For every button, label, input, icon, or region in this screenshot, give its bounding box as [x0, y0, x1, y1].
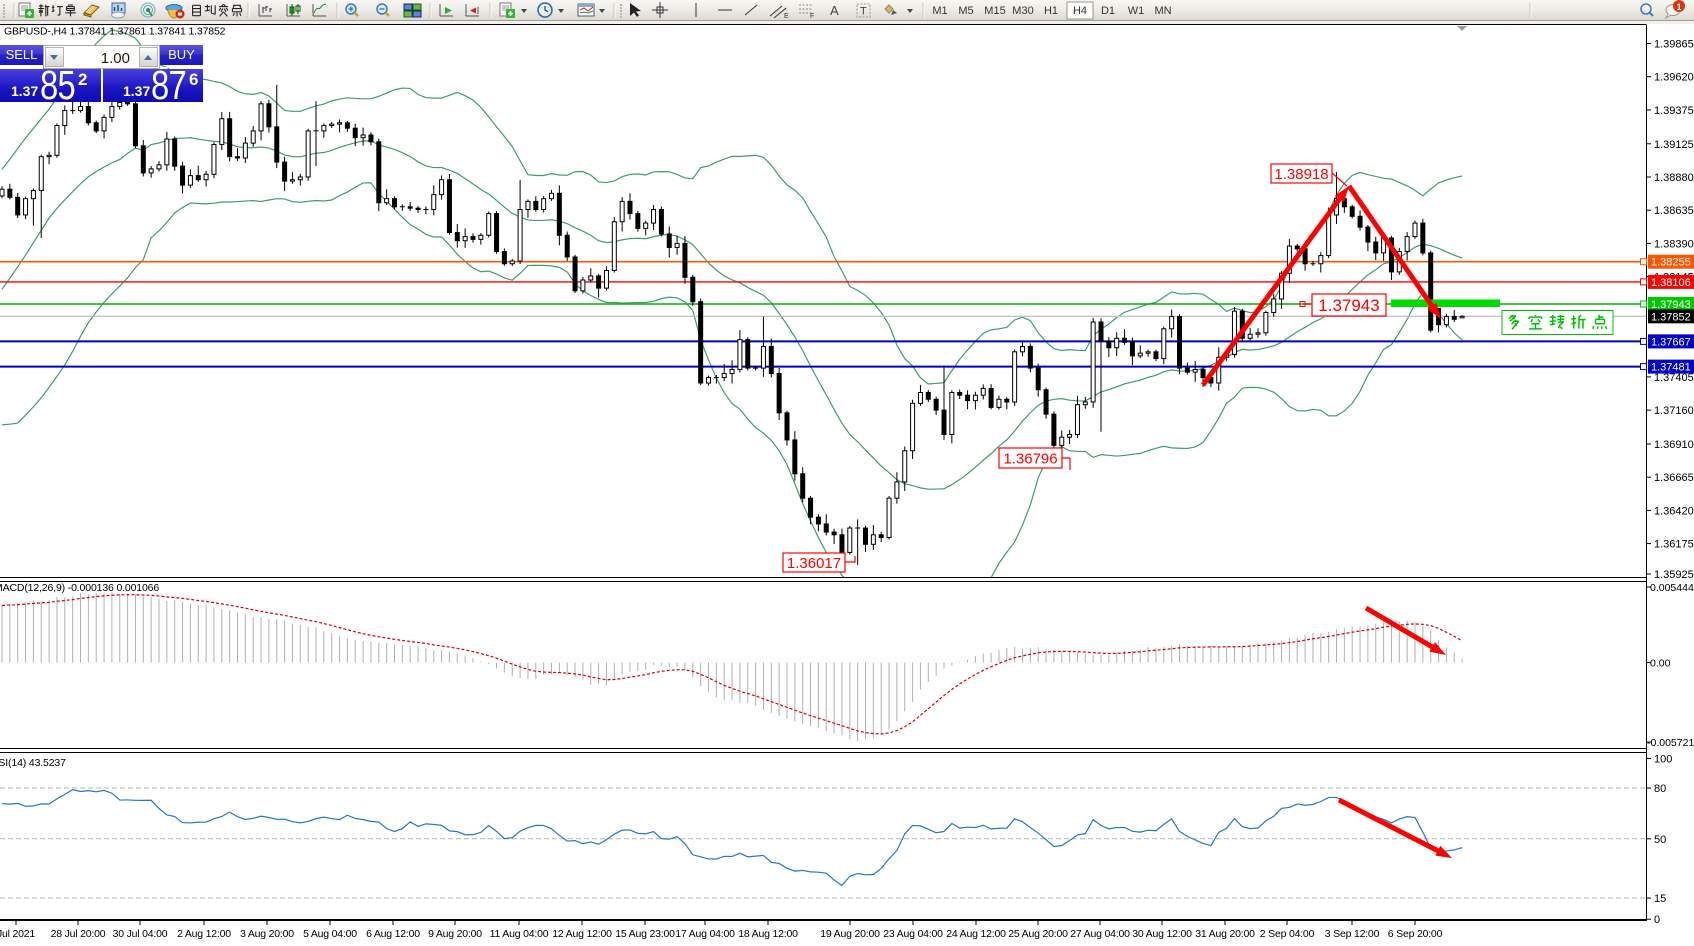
svg-text:1.38390: 1.38390 [1654, 238, 1694, 250]
svg-text:GBPUSD-,H4 1.37841 1.37861 1.: GBPUSD-,H4 1.37841 1.37861 1.37841 1.378… [4, 26, 226, 38]
svg-text:100: 100 [1654, 753, 1672, 765]
svg-text:17 Aug 04:00: 17 Aug 04:00 [675, 928, 735, 940]
svg-text:1.37481: 1.37481 [1651, 362, 1691, 374]
svg-text:19 Aug 20:00: 19 Aug 20:00 [820, 928, 880, 940]
svg-text:1.36420: 1.36420 [1654, 505, 1694, 517]
svg-text:1.35925: 1.35925 [1654, 569, 1694, 581]
svg-text:25 Aug 20:00: 25 Aug 20:00 [1008, 928, 1068, 940]
svg-text:3 Sep 12:00: 3 Sep 12:00 [1325, 928, 1380, 940]
svg-text:1.36910: 1.36910 [1654, 439, 1694, 451]
svg-text:1.39375: 1.39375 [1654, 105, 1694, 117]
svg-text:E: E [784, 13, 789, 20]
svg-text:-0.005721: -0.005721 [1647, 737, 1694, 749]
svg-text:30 Jul 04:00: 30 Jul 04:00 [113, 928, 168, 940]
svg-text:1.36175: 1.36175 [1654, 539, 1694, 551]
svg-text:1.38880: 1.38880 [1654, 172, 1694, 184]
svg-text:6 Sep 20:00: 6 Sep 20:00 [1388, 928, 1443, 940]
svg-text:24 Aug 12:00: 24 Aug 12:00 [946, 928, 1006, 940]
svg-text:1.36017: 1.36017 [787, 555, 841, 572]
svg-text:0.005444: 0.005444 [1650, 582, 1694, 594]
svg-text:5 Aug 04:00: 5 Aug 04:00 [303, 928, 357, 940]
svg-text:30 Aug 12:00: 30 Aug 12:00 [1132, 928, 1192, 940]
svg-text:1.37160: 1.37160 [1654, 405, 1694, 417]
svg-text:80: 80 [1654, 783, 1666, 795]
svg-text:3 Aug 20:00: 3 Aug 20:00 [240, 928, 294, 940]
svg-text:MN: MN [1154, 5, 1171, 17]
svg-text:31 Aug 20:00: 31 Aug 20:00 [1195, 928, 1255, 940]
svg-text:15 Aug 23:00: 15 Aug 23:00 [615, 928, 675, 940]
svg-text:M1: M1 [932, 5, 947, 17]
svg-text:27 Aug 04:00: 27 Aug 04:00 [1070, 928, 1130, 940]
svg-text:1.37667: 1.37667 [1651, 336, 1691, 348]
svg-text:0: 0 [1654, 914, 1660, 926]
svg-text:1.36665: 1.36665 [1654, 472, 1694, 484]
svg-text:1.39125: 1.39125 [1654, 139, 1694, 151]
svg-text:1.38635: 1.38635 [1654, 205, 1694, 217]
svg-text:A: A [830, 3, 839, 18]
svg-text:1.37405: 1.37405 [1654, 372, 1694, 384]
svg-text:2 Aug 12:00: 2 Aug 12:00 [177, 928, 231, 940]
svg-text:H4: H4 [1073, 5, 1087, 17]
svg-text:50: 50 [1654, 834, 1666, 846]
svg-text:H1: H1 [1044, 5, 1058, 17]
svg-text:D1: D1 [1101, 5, 1115, 17]
svg-text:1.38255: 1.38255 [1651, 257, 1691, 269]
svg-text:2 Sep 04:00: 2 Sep 04:00 [1260, 928, 1315, 940]
svg-text:23 Aug 04:00: 23 Aug 04:00 [883, 928, 943, 940]
svg-text:1.37943: 1.37943 [1318, 296, 1379, 315]
svg-text:18 Aug 12:00: 18 Aug 12:00 [738, 928, 798, 940]
svg-text:1: 1 [1676, 2, 1681, 12]
svg-text:1.38106: 1.38106 [1651, 277, 1691, 289]
svg-text:M5: M5 [958, 5, 973, 17]
svg-text:1.39865: 1.39865 [1654, 39, 1694, 51]
svg-text:15: 15 [1654, 893, 1666, 905]
svg-text:11 Aug 04:00: 11 Aug 04:00 [490, 928, 549, 940]
svg-text:1.38918: 1.38918 [1274, 166, 1328, 183]
svg-text:M30: M30 [1012, 5, 1033, 17]
svg-text:Jul 2021: Jul 2021 [0, 928, 35, 940]
svg-text:6 Aug 12:00: 6 Aug 12:00 [366, 928, 420, 940]
svg-text:M15: M15 [984, 5, 1005, 17]
svg-text:F: F [810, 13, 814, 20]
svg-text:28 Jul 20:00: 28 Jul 20:00 [51, 928, 106, 940]
svg-text:MACD(12,26,9) -0.000136 0.0010: MACD(12,26,9) -0.000136 0.001066 [0, 582, 159, 594]
svg-text:T: T [860, 6, 867, 18]
svg-text:1.37943: 1.37943 [1651, 299, 1691, 311]
svg-text:RSI(14) 43.5237: RSI(14) 43.5237 [0, 757, 66, 769]
svg-text:1.39620: 1.39620 [1654, 72, 1694, 84]
svg-text:12 Aug 12:00: 12 Aug 12:00 [552, 928, 612, 940]
svg-text:1.37852: 1.37852 [1651, 311, 1691, 323]
svg-text:W1: W1 [1128, 5, 1145, 17]
svg-text:9 Aug 20:00: 9 Aug 20:00 [428, 928, 482, 940]
svg-text:0.00: 0.00 [1650, 658, 1671, 670]
svg-text:1.36796: 1.36796 [1003, 450, 1057, 467]
